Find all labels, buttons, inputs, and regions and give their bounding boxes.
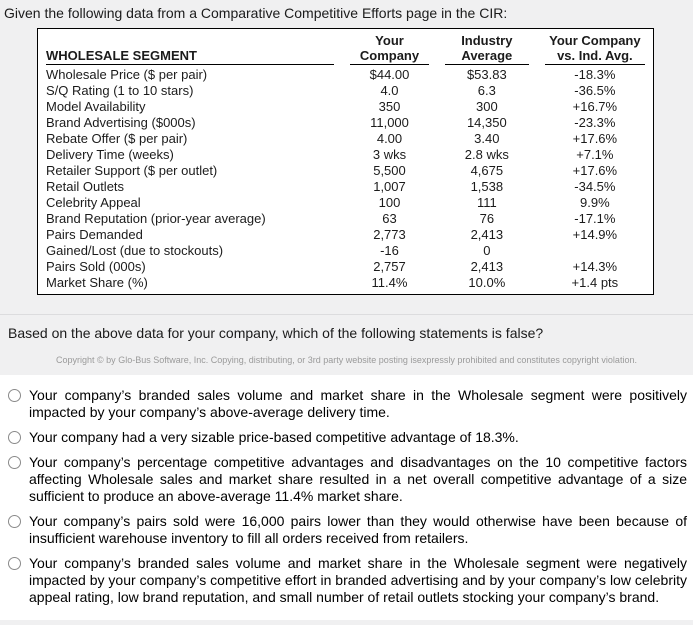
your-company-value: 2,773 [373, 227, 406, 242]
your-company-value: 5,500 [373, 163, 406, 178]
table-row: Brand Advertising ($000s) 11,000 14,350 … [38, 115, 654, 131]
option-label: Your company’s pairs sold were 16,000 pa… [29, 513, 687, 546]
table-row: Market Share (%) 11.4% 10.0% +1.4 pts [38, 275, 654, 295]
radio-button[interactable] [8, 515, 21, 528]
your-company-value: 4.0 [380, 83, 399, 98]
answer-option-2[interactable]: Your company had a very sizable price-ba… [8, 429, 687, 446]
metric-label: Brand Reputation (prior-year average) [46, 211, 266, 226]
your-company-value: $44.00 [369, 67, 410, 82]
vs-industry-value: 9.9% [580, 195, 610, 210]
your-company-value: 63 [382, 211, 397, 226]
industry-average-value: 3.40 [474, 131, 500, 146]
table-row: Pairs Sold (000s) 2,757 2,413 +14.3% [38, 259, 654, 275]
radio-button[interactable] [8, 456, 21, 469]
your-company-value: 3 wks [372, 147, 407, 162]
answer-option-3[interactable]: Your company’s percentage competitive ad… [8, 454, 687, 505]
vs-industry-value [537, 243, 654, 259]
industry-average-value: 4,675 [470, 163, 504, 178]
metric-label: Retail Outlets [46, 179, 125, 194]
question-text: Based on the above data for your company… [8, 325, 544, 341]
table-row: Pairs Demanded 2,773 2,413 +14.9% [38, 227, 654, 243]
industry-average-value: 2,413 [470, 227, 504, 242]
table-row: Wholesale Price ($ per pair) $44.00 $53.… [38, 65, 654, 83]
competitive-efforts-table: WHOLESALE SEGMENT Your Company Industry … [37, 28, 654, 295]
radio-button[interactable] [8, 431, 21, 444]
vs-industry-value: +1.4 pts [571, 275, 619, 290]
table-row: Retailer Support ($ per outlet) 5,500 4,… [38, 163, 654, 179]
industry-average-value: 2.8 wks [464, 147, 509, 162]
copyright-notice: Copyright © by Glo-Bus Software, Inc. Co… [56, 355, 637, 365]
metric-label: Market Share (%) [46, 275, 148, 290]
vs-industry-value: -18.3% [574, 67, 616, 82]
answer-option-4[interactable]: Your company’s pairs sold were 16,000 pa… [8, 513, 687, 547]
header-industry-average: Industry Average [437, 29, 537, 65]
answer-option-5[interactable]: Your company’s branded sales volume and … [8, 555, 687, 606]
industry-average-value: 2,413 [470, 259, 504, 274]
your-company-value: 11.4% [371, 275, 408, 290]
radio-button[interactable] [8, 557, 21, 570]
your-company-value: 350 [378, 99, 401, 114]
metric-label: Pairs Sold (000s) [46, 259, 146, 274]
table-header-row: WHOLESALE SEGMENT Your Company Industry … [38, 29, 654, 65]
intro-text: Given the following data from a Comparat… [4, 5, 508, 21]
option-label: Your company’s branded sales volume and … [29, 555, 687, 605]
vs-industry-value: +7.1% [576, 147, 614, 162]
vs-industry-value: -34.5% [574, 179, 616, 194]
industry-average-value: 14,350 [466, 115, 507, 130]
industry-average-value: 111 [476, 195, 497, 210]
metric-label: Delivery Time (weeks) [46, 147, 174, 162]
metric-label: Celebrity Appeal [46, 195, 141, 210]
industry-average-value: 0 [483, 243, 491, 258]
industry-average-value: 1,538 [470, 179, 504, 194]
section-divider [0, 314, 693, 315]
table-row: Brand Reputation (prior-year average) 63… [38, 211, 654, 227]
table-row: Retail Outlets 1,007 1,538 -34.5% [38, 179, 654, 195]
table-row: Celebrity Appeal 100 111 9.9% [38, 195, 654, 211]
table-row: Delivery Time (weeks) 3 wks 2.8 wks +7.1… [38, 147, 654, 163]
vs-industry-value: -23.3% [574, 115, 616, 130]
metric-label: Gained/Lost (due to stockouts) [46, 243, 224, 258]
metric-label: Retailer Support ($ per outlet) [46, 163, 218, 178]
answer-option-1[interactable]: Your company’s branded sales volume and … [8, 387, 687, 421]
industry-average-value: 6.3 [477, 83, 496, 98]
header-vs-industry-avg: Your Company vs. Ind. Avg. [537, 29, 654, 65]
vs-industry-value: +17.6% [572, 163, 618, 178]
table-row: Gained/Lost (due to stockouts) -16 0 [38, 243, 654, 259]
industry-average-value: $53.83 [466, 67, 507, 82]
metric-label: Pairs Demanded [46, 227, 143, 242]
industry-average-value: 10.0% [468, 275, 506, 290]
metric-label: S/Q Rating (1 to 10 stars) [46, 83, 194, 98]
vs-industry-value: +14.3% [572, 259, 618, 274]
option-label: Your company’s branded sales volume and … [29, 387, 687, 420]
radio-button[interactable] [8, 389, 21, 402]
header-wholesale-segment: WHOLESALE SEGMENT [38, 29, 343, 65]
your-company-value: 2,757 [373, 259, 406, 274]
your-company-value: 1,007 [373, 179, 406, 194]
vs-industry-value: +14.9% [572, 227, 618, 242]
your-company-value: 100 [378, 195, 401, 210]
vs-industry-value: +16.7% [572, 99, 618, 114]
your-company-value: 11,000 [370, 115, 409, 130]
vs-industry-value: -36.5% [574, 83, 616, 98]
option-label: Your company’s percentage competitive ad… [29, 454, 687, 504]
option-label: Your company had a very sizable price-ba… [29, 429, 519, 445]
your-company-value: -16 [380, 243, 399, 258]
table-row: Model Availability 350 300 +16.7% [38, 99, 654, 115]
vs-industry-value: -17.1% [574, 211, 616, 226]
vs-industry-value: +17.6% [572, 131, 618, 146]
industry-average-value: 76 [479, 211, 495, 226]
header-your-company: Your Company [342, 29, 437, 65]
metric-label: Rebate Offer ($ per pair) [46, 131, 188, 146]
your-company-value: 4.00 [376, 131, 403, 146]
metric-label: Brand Advertising ($000s) [46, 115, 196, 130]
metric-label: Model Availability [46, 99, 146, 114]
table-row: Rebate Offer ($ per pair) 4.00 3.40 +17.… [38, 131, 654, 147]
table-row: S/Q Rating (1 to 10 stars) 4.0 6.3 -36.5… [38, 83, 654, 99]
answer-options: Your company’s branded sales volume and … [0, 375, 693, 620]
industry-average-value: 300 [475, 99, 498, 114]
metric-label: Wholesale Price ($ per pair) [46, 67, 208, 82]
